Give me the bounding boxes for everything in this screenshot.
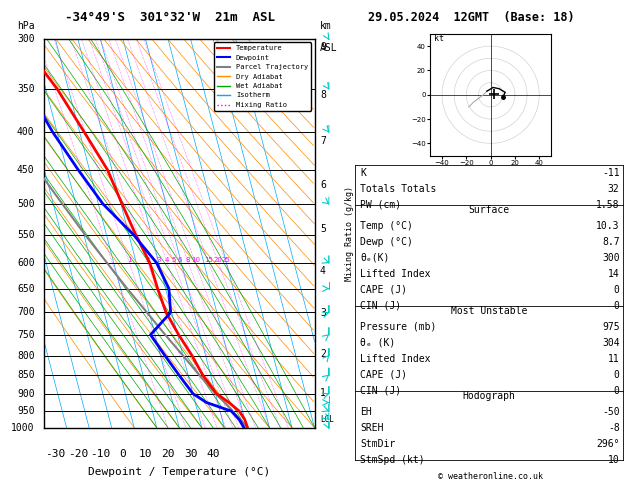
Text: Lifted Index: Lifted Index: [360, 269, 431, 278]
Text: Lifted Index: Lifted Index: [360, 354, 431, 364]
Text: 850: 850: [17, 370, 35, 380]
Text: 296°: 296°: [596, 439, 620, 449]
Text: 0: 0: [614, 285, 620, 295]
Text: 40: 40: [206, 449, 220, 459]
Text: 0: 0: [614, 386, 620, 396]
Text: 800: 800: [17, 350, 35, 361]
Text: km: km: [320, 21, 331, 31]
Text: kt: kt: [433, 35, 443, 43]
Text: 0: 0: [614, 370, 620, 380]
Text: 10: 10: [191, 257, 200, 263]
Text: θₑ (K): θₑ (K): [360, 338, 396, 347]
Text: 1000: 1000: [11, 423, 35, 433]
Text: 600: 600: [17, 258, 35, 268]
Text: EH: EH: [360, 407, 372, 417]
Text: StmSpd (kt): StmSpd (kt): [360, 455, 425, 465]
Text: ASL: ASL: [320, 43, 338, 53]
Text: θₑ(K): θₑ(K): [360, 253, 390, 262]
Text: 950: 950: [17, 406, 35, 416]
Text: -20: -20: [68, 449, 88, 459]
Text: 3: 3: [157, 257, 161, 263]
Text: -50: -50: [602, 407, 620, 417]
Text: LCL: LCL: [320, 415, 334, 424]
Text: 450: 450: [17, 165, 35, 175]
Text: 8: 8: [320, 90, 326, 100]
Text: 650: 650: [17, 283, 35, 294]
Text: -11: -11: [602, 168, 620, 178]
Text: 0: 0: [614, 301, 620, 311]
Text: 300: 300: [17, 34, 35, 44]
Text: 975: 975: [602, 322, 620, 331]
Text: 32: 32: [608, 184, 620, 194]
Text: Mixing Ratio (g/kg): Mixing Ratio (g/kg): [345, 186, 354, 281]
Text: 1.58: 1.58: [596, 200, 620, 210]
Text: 350: 350: [17, 84, 35, 94]
Text: Pressure (mb): Pressure (mb): [360, 322, 437, 331]
Text: 7: 7: [320, 136, 326, 145]
Text: 15: 15: [204, 257, 213, 263]
Text: -34°49'S  301°32'W  21m  ASL: -34°49'S 301°32'W 21m ASL: [65, 11, 275, 24]
Text: 6: 6: [177, 257, 182, 263]
Text: 6: 6: [320, 180, 326, 190]
Text: 900: 900: [17, 389, 35, 399]
Text: Hodograph: Hodograph: [462, 391, 516, 400]
Text: -8: -8: [608, 423, 620, 433]
Text: Most Unstable: Most Unstable: [451, 306, 527, 315]
Text: 14: 14: [608, 269, 620, 278]
Text: Dewp (°C): Dewp (°C): [360, 237, 413, 246]
Text: hPa: hPa: [17, 21, 35, 31]
Text: CAPE (J): CAPE (J): [360, 285, 408, 295]
Text: CAPE (J): CAPE (J): [360, 370, 408, 380]
Text: 10: 10: [139, 449, 152, 459]
Text: 3: 3: [320, 308, 326, 318]
Text: 1: 1: [127, 257, 131, 263]
Text: 30: 30: [184, 449, 198, 459]
Text: 700: 700: [17, 308, 35, 317]
Text: © weatheronline.co.uk: © weatheronline.co.uk: [438, 472, 543, 481]
Text: 9: 9: [320, 42, 326, 52]
Text: 1: 1: [320, 388, 326, 398]
Text: 10.3: 10.3: [596, 221, 620, 230]
Text: 4: 4: [165, 257, 169, 263]
Text: Totals Totals: Totals Totals: [360, 184, 437, 194]
Text: StmDir: StmDir: [360, 439, 396, 449]
Text: Surface: Surface: [469, 205, 509, 214]
Text: 5: 5: [172, 257, 176, 263]
Legend: Temperature, Dewpoint, Parcel Trajectory, Dry Adiabat, Wet Adiabat, Isotherm, Mi: Temperature, Dewpoint, Parcel Trajectory…: [214, 42, 311, 111]
Text: 4: 4: [320, 266, 326, 276]
Text: 400: 400: [17, 127, 35, 137]
Text: 2: 2: [320, 348, 326, 359]
Text: 11: 11: [608, 354, 620, 364]
Text: 25: 25: [222, 257, 230, 263]
Text: 20: 20: [161, 449, 175, 459]
Text: CIN (J): CIN (J): [360, 301, 401, 311]
Text: 304: 304: [602, 338, 620, 347]
Text: 750: 750: [17, 330, 35, 340]
Text: Temp (°C): Temp (°C): [360, 221, 413, 230]
Text: K: K: [360, 168, 366, 178]
Text: SREH: SREH: [360, 423, 384, 433]
Text: 500: 500: [17, 199, 35, 209]
Text: 10: 10: [608, 455, 620, 465]
Text: Dewpoint / Temperature (°C): Dewpoint / Temperature (°C): [88, 467, 270, 477]
Text: 20: 20: [214, 257, 223, 263]
Text: 8.7: 8.7: [602, 237, 620, 246]
Text: 2: 2: [145, 257, 150, 263]
Text: 8: 8: [186, 257, 191, 263]
Text: 5: 5: [320, 224, 326, 234]
Text: 0: 0: [120, 449, 126, 459]
Text: 550: 550: [17, 229, 35, 240]
Text: -10: -10: [90, 449, 111, 459]
Text: -30: -30: [45, 449, 65, 459]
Text: 300: 300: [602, 253, 620, 262]
Text: CIN (J): CIN (J): [360, 386, 401, 396]
Text: PW (cm): PW (cm): [360, 200, 401, 210]
Text: 29.05.2024  12GMT  (Base: 18): 29.05.2024 12GMT (Base: 18): [369, 11, 575, 24]
